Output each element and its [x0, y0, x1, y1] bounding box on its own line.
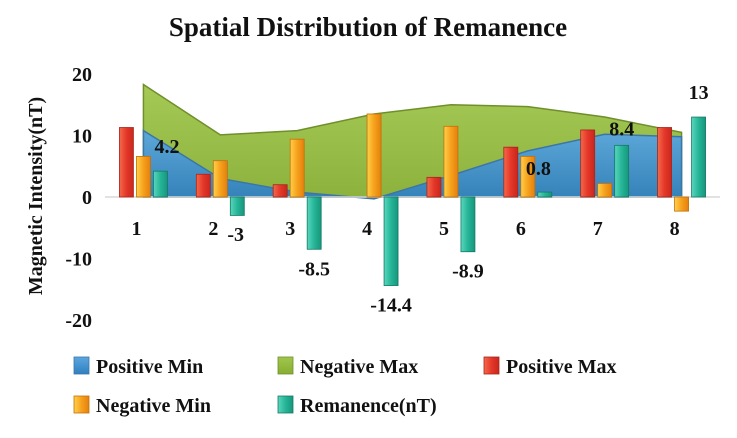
- x-tick-label: 8: [670, 218, 680, 240]
- data-label: -14.4: [370, 295, 412, 317]
- bar-remanence-nt: [460, 196, 476, 253]
- bar-positive-max: [272, 184, 288, 198]
- y-tick-label: -20: [65, 310, 92, 332]
- legend-swatch: [483, 356, 500, 375]
- bar-negative-min: [366, 113, 382, 198]
- x-tick-label: 3: [285, 218, 295, 240]
- bar-positive-max: [426, 176, 442, 198]
- legend-label: Negative Min: [96, 395, 211, 417]
- bar-positive-max: [195, 173, 211, 198]
- legend-swatch: [277, 356, 294, 375]
- x-tick-label: 4: [362, 218, 372, 240]
- bar-negative-min: [212, 160, 228, 198]
- bar-negative-min: [136, 156, 151, 198]
- bar-positive-max: [580, 129, 596, 198]
- x-tick-label: 7: [593, 218, 603, 240]
- x-tick-label: 6: [516, 218, 526, 240]
- data-label: -8.9: [452, 261, 484, 283]
- bar-negative-min: [674, 196, 689, 212]
- bar-negative-min: [443, 125, 459, 198]
- bar-positive-max: [503, 146, 519, 198]
- bar-negative-min: [597, 183, 613, 198]
- data-label: -3: [227, 224, 244, 246]
- bar-remanence-nt: [691, 116, 706, 198]
- legend-swatch: [73, 356, 90, 375]
- chart-title: Spatial Distribution of Remanence: [169, 12, 567, 42]
- bar-remanence-nt: [153, 170, 168, 198]
- x-tick-label: 5: [439, 218, 449, 240]
- data-label: 8.4: [609, 118, 634, 140]
- y-tick-label: 20: [72, 64, 92, 86]
- plot-area: 20 10 0 -10 -20 1 2 3 4 5 6 7 8 4.2 -3 -8.5 -14.4 -8.9 0.8…: [65, 64, 720, 332]
- bar-remanence-nt: [383, 196, 399, 286]
- data-label: -8.5: [298, 258, 330, 280]
- legend-swatch: [73, 395, 90, 414]
- x-tick-label: 1: [131, 218, 141, 240]
- bar-remanence-nt: [537, 191, 553, 198]
- y-axis-label: Magnetic Intensity(nT): [25, 97, 47, 295]
- bar-negative-min: [520, 156, 536, 198]
- legend-label: Negative Max: [300, 356, 418, 378]
- y-tick-label: -10: [65, 249, 92, 271]
- legend-label: Remanence(nT): [300, 395, 437, 417]
- data-label: 4.2: [154, 136, 179, 158]
- data-label: 13: [689, 82, 709, 104]
- bar-remanence-nt: [614, 144, 630, 198]
- bar-positive-max: [657, 127, 672, 198]
- x-tick-label: 2: [208, 218, 218, 240]
- y-tick-label: 10: [72, 126, 92, 148]
- legend: Positive Min Negative Max Positive Max Nega…: [73, 356, 617, 417]
- bar-remanence-nt: [306, 196, 322, 250]
- y-tick-label: 0: [82, 187, 92, 209]
- data-label: 0.8: [526, 158, 551, 180]
- bar-negative-min: [289, 138, 305, 198]
- legend-label: Positive Min: [96, 356, 203, 378]
- bar-remanence-nt: [229, 196, 245, 216]
- legend-label: Positive Max: [506, 356, 617, 378]
- bar-positive-max: [119, 127, 134, 198]
- legend-swatch: [277, 395, 294, 414]
